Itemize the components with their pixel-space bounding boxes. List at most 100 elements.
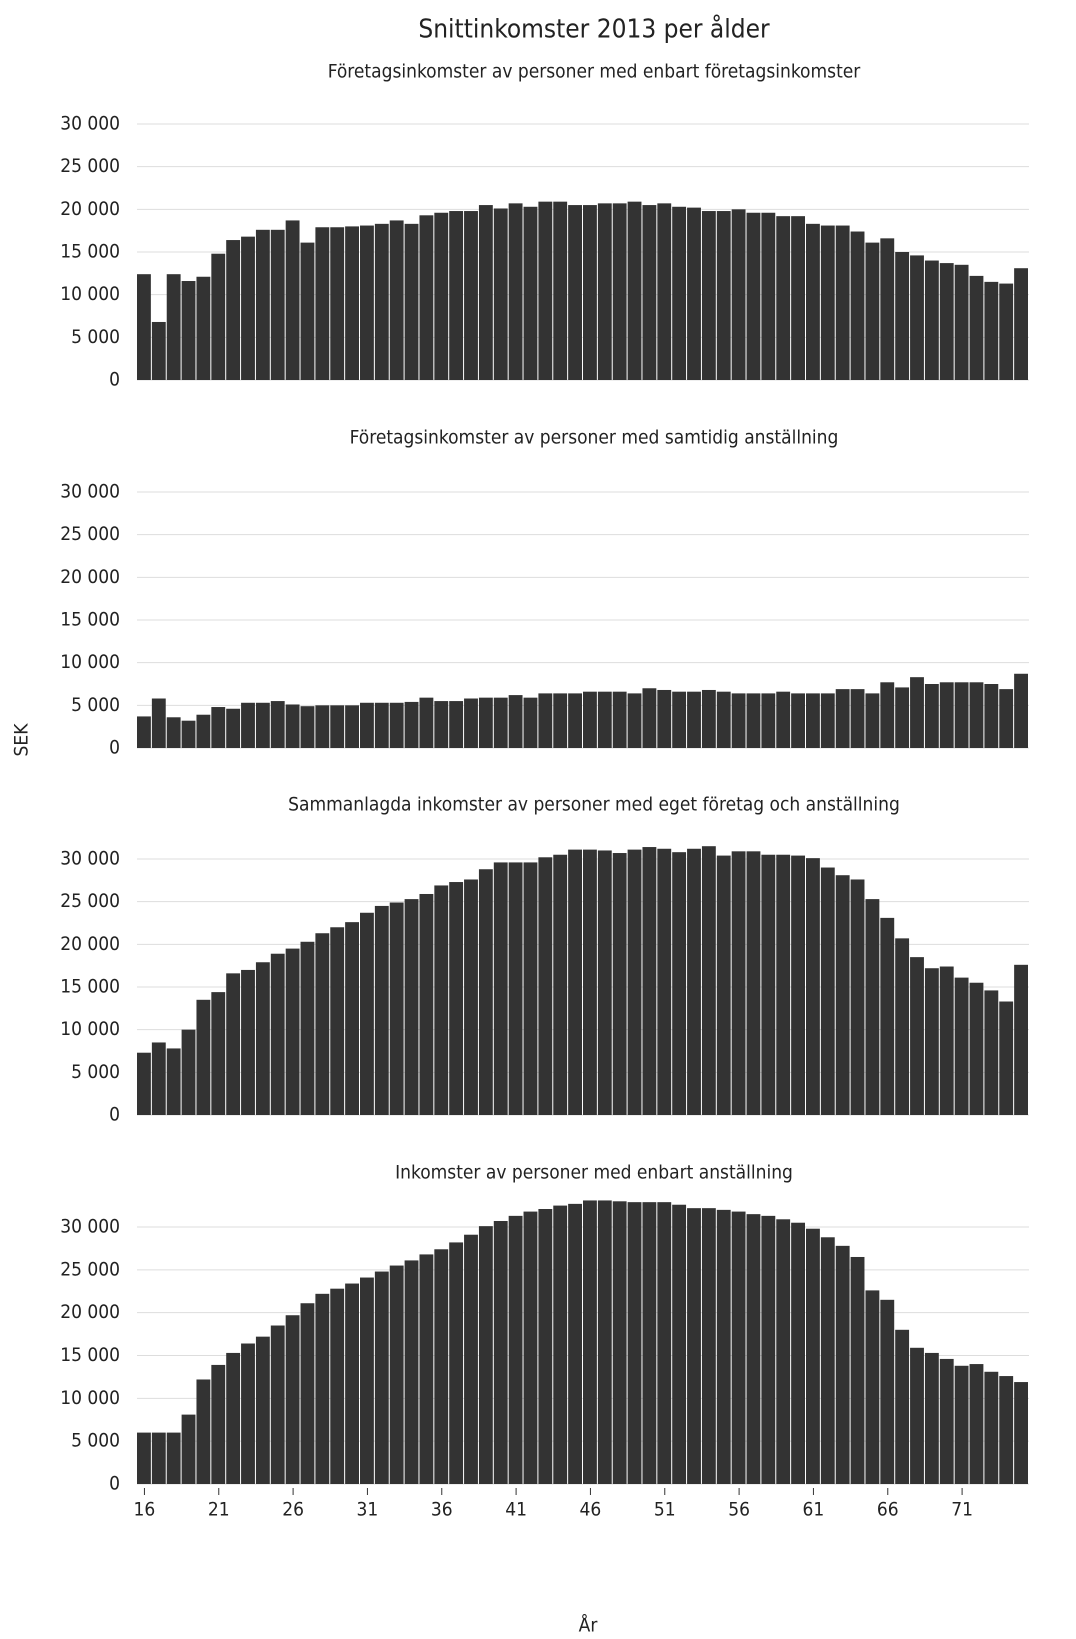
bar [835,875,850,1115]
y-tick-label: 20 000 [60,198,120,220]
bar [924,260,939,380]
bar [880,682,895,748]
bar [746,212,761,380]
bar [151,1042,166,1115]
bar [181,720,196,748]
y-tick-label: 25 000 [60,890,120,912]
bar [285,704,300,748]
bar [672,206,687,380]
bar [984,1371,999,1484]
y-tick-label: 0 [109,1473,120,1495]
x-tick-label: 31 [357,1499,379,1521]
y-tick-label: 20 000 [60,566,120,588]
bar [820,225,835,380]
y-tick-label: 5 000 [71,694,120,716]
bar [478,1226,493,1484]
bar [166,274,181,380]
bar [969,982,984,1115]
bar [419,697,434,748]
bar [969,1364,984,1484]
bar [642,205,657,380]
bar [345,226,359,380]
bar [791,1222,805,1484]
y-tick-label: 0 [109,1104,120,1126]
bar [924,1352,939,1484]
bar [478,869,493,1115]
bar [330,227,345,380]
bar [493,208,508,380]
bar [746,693,761,748]
bar [895,687,910,748]
bar [374,702,389,748]
bar [196,1379,211,1484]
bar [612,203,627,380]
bar [776,854,791,1115]
bar [241,236,255,380]
bar [716,211,731,380]
bar [478,205,493,380]
chart-title: Snittinkomster 2013 per ålder [418,14,770,45]
bar [300,242,315,380]
bar [984,281,999,380]
y-tick-label: 25 000 [60,523,120,545]
y-tick-label: 5 000 [71,1430,120,1452]
bar [151,698,166,748]
bar [211,707,226,748]
bar [166,1048,181,1115]
bar [255,229,270,380]
bar [761,854,776,1115]
bar [642,847,657,1115]
y-tick-label: 0 [109,369,120,391]
y-tick-label: 10 000 [60,651,120,673]
bar [137,716,151,748]
bar [761,693,776,748]
bar [672,691,687,748]
bar [211,992,226,1115]
bar [538,1209,553,1484]
bar [166,717,181,748]
bar [553,1205,568,1484]
bar [360,912,374,1115]
bar [315,705,330,748]
bar [434,212,449,380]
bar [404,701,419,748]
bar [583,849,597,1115]
bar [880,1299,895,1484]
bar [850,231,865,380]
bar [300,1303,315,1484]
bar [657,203,672,380]
bar [137,274,151,380]
bar [657,1202,672,1484]
bar [508,862,523,1115]
bar [315,1293,330,1484]
bar [523,1211,538,1484]
bar [820,693,835,748]
bar [954,1365,969,1484]
y-tick-label: 25 000 [60,1258,120,1280]
bar [181,1414,196,1484]
bar [791,855,805,1115]
bar [255,702,270,748]
y-tick-label: 10 000 [60,1018,120,1040]
panel-subtitle: Företagsinkomster av personer med samtid… [350,427,839,449]
bar [731,851,746,1115]
bar [330,1288,345,1484]
bar [255,1336,270,1484]
bar [568,205,582,380]
bar [315,933,330,1115]
bar [270,1325,285,1484]
bar [389,902,404,1115]
bar [211,1364,226,1484]
x-tick-label: 46 [580,1499,602,1521]
bar [731,209,746,380]
y-tick-label: 15 000 [60,609,120,631]
bar [865,693,880,748]
bar [1014,673,1028,748]
y-tick-label: 20 000 [60,933,120,955]
bar [701,689,716,748]
bar [895,938,910,1115]
y-tick-label: 15 000 [60,1344,120,1366]
bar [151,321,166,380]
bar [285,948,300,1115]
bar [954,977,969,1115]
